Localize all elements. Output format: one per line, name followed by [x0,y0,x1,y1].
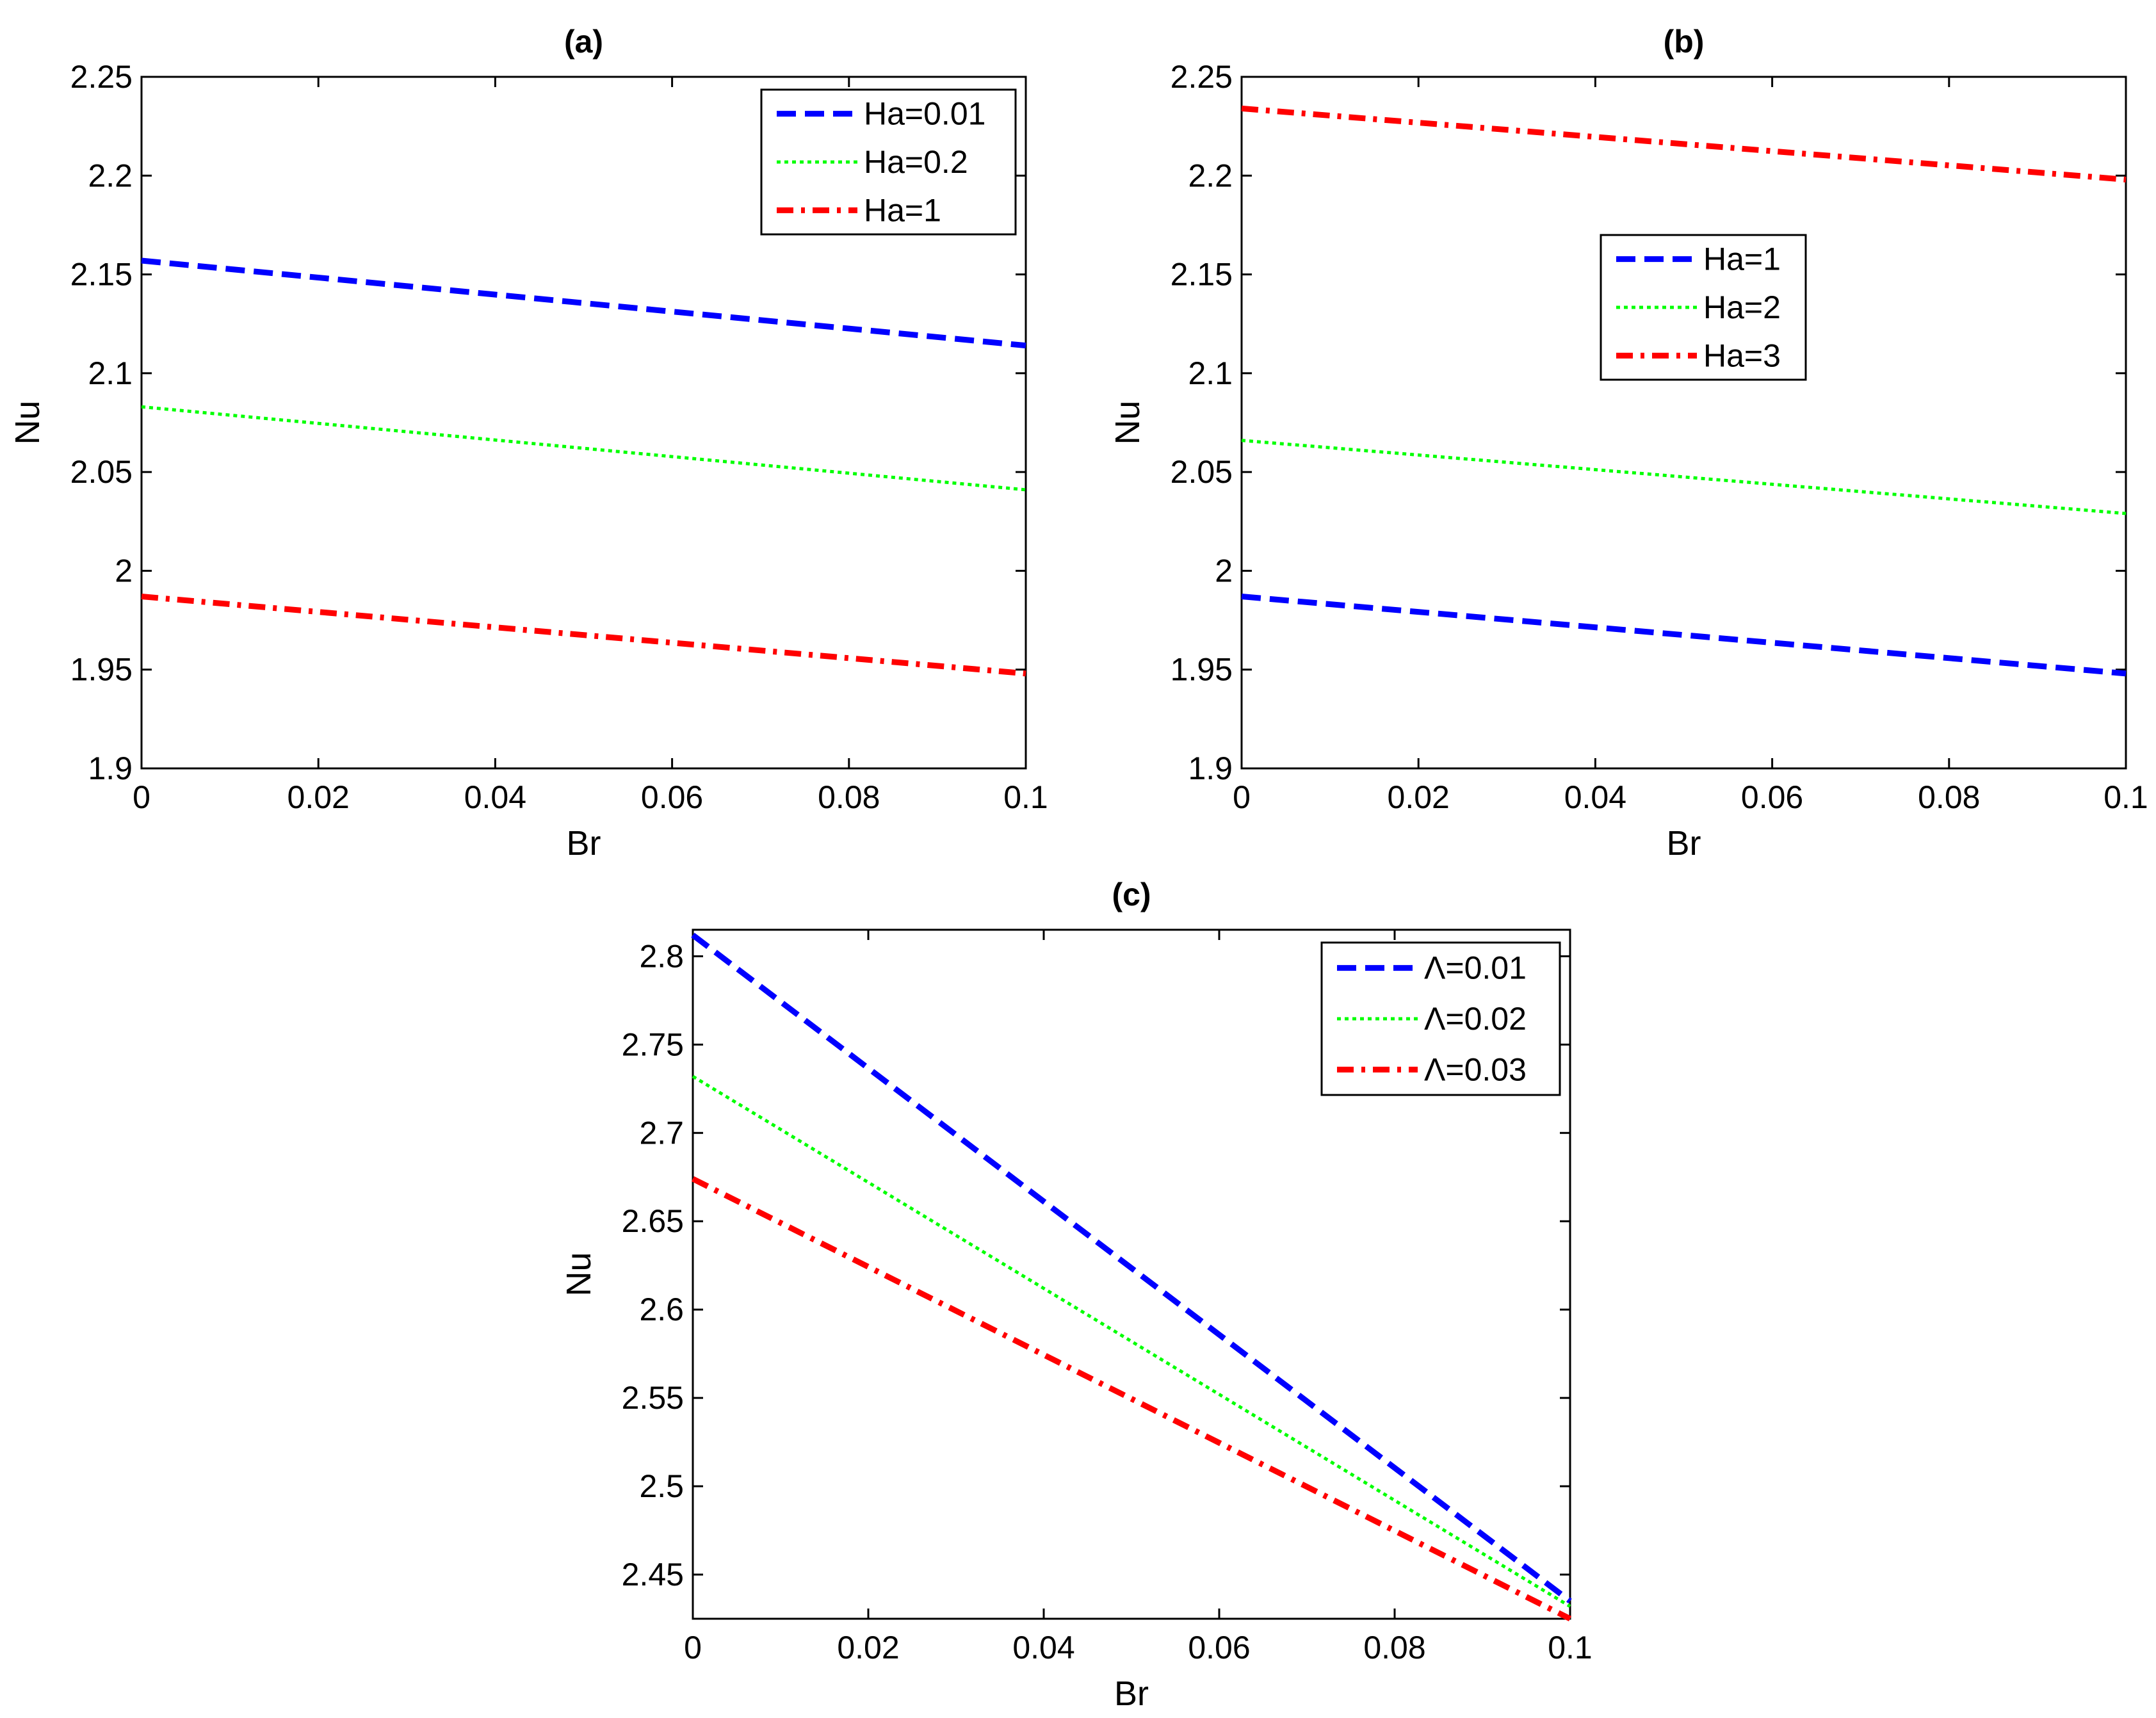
legend-label: Ha=0.01 [864,96,985,132]
y-tick-label: 2.7 [639,1115,684,1151]
x-tick-label: 0 [684,1630,702,1665]
chart-title: (b) [1664,24,1705,60]
y-tick-label: 1.9 [1188,750,1233,786]
y-tick-label: 2.45 [622,1557,684,1592]
legend-label: Ha=0.2 [864,144,968,180]
legend-label: Λ=0.02 [1424,1001,1527,1037]
x-tick-label: 0.08 [1363,1630,1425,1665]
y-axis-label: Nu [8,400,47,444]
series-line [691,1176,1572,1622]
x-tick-label: 0.06 [1188,1630,1250,1665]
y-axis-label: Nu [560,1252,598,1296]
series-line [1241,594,2127,677]
y-tick-label: 2.65 [622,1203,684,1239]
y-tick-label: 1.95 [70,652,133,688]
y-tick-label: 2.55 [622,1380,684,1416]
series-line [141,257,1026,349]
series-line [692,1074,1571,1608]
series-line [141,594,1026,677]
x-tick-label: 0.1 [2103,779,2148,815]
y-tick-label: 2.75 [622,1026,684,1062]
y-tick-label: 2.05 [70,454,133,490]
x-tick-label: 0.06 [641,779,703,815]
legend-label: Ha=3 [1703,337,1781,373]
chart-title: (c) [1112,877,1151,912]
x-tick-label: 0.02 [288,779,350,815]
legend-label: Ha=2 [1703,289,1781,325]
x-tick-label: 0.06 [1741,779,1803,815]
y-tick-label: 2.1 [88,355,133,391]
y-tick-label: 2.8 [639,938,684,974]
series-line [141,405,1026,492]
y-tick-label: 2.1 [1188,355,1233,391]
y-tick-label: 2.2 [1188,158,1233,193]
legend-label: Λ=0.01 [1424,950,1527,986]
y-tick-label: 2.5 [639,1468,684,1504]
chart-2: (c) 0 0.02 0.04 0.06 0.08 0.1 2.45 2.5 2.55 2.6 2.6… [560,877,1593,1713]
y-axis-label: Nu [1108,400,1147,444]
x-tick-label: 0.04 [464,779,526,815]
plot-area [1240,76,2127,770]
y-tick-label: 2.25 [70,59,133,95]
legend-label: Ha=1 [1703,241,1781,277]
x-axis-label: Br [1114,1674,1149,1713]
x-tick-label: 0.1 [1548,1630,1593,1665]
y-tick-label: 2.2 [88,158,133,193]
y-tick-label: 1.9 [88,750,133,786]
x-tick-label: 0.02 [837,1630,899,1665]
x-tick-label: 0.08 [1918,779,1980,815]
x-tick-label: 0 [133,779,150,815]
legend-box [760,88,1017,236]
x-tick-label: 0.08 [818,779,880,815]
chart-1: (b) 0 0.02 0.04 0.06 0.08 0.1 1.9 1.95 2 2.05 2.1 2.… [1108,24,2148,863]
chart-0: (a) 0 0.02 0.04 0.06 0.08 0.1 1.9 1.95 2 2.05 2.1 2.… [8,24,1048,863]
y-tick-label: 1.95 [1171,652,1233,688]
series-line [1241,439,2127,515]
y-tick-label: 2.15 [70,257,133,293]
series-line [691,932,1572,1603]
y-tick-label: 2.25 [1171,59,1233,95]
x-tick-label: 0 [1233,779,1251,815]
series-line [1241,105,2127,182]
y-tick-label: 2 [1215,553,1233,588]
y-tick-label: 2.05 [1171,454,1233,490]
x-tick-label: 0.04 [1564,779,1626,815]
legend-label: Ha=1 [864,192,941,228]
x-tick-label: 0.02 [1388,779,1450,815]
y-tick-label: 2.15 [1171,257,1233,293]
y-tick-label: 2 [115,553,133,588]
legend-label: Λ=0.03 [1424,1051,1527,1087]
x-tick-label: 0.04 [1012,1630,1074,1665]
y-tick-label: 2.6 [639,1292,684,1327]
x-axis-label: Br [1667,824,1701,863]
chart-title: (a) [564,24,603,60]
x-tick-label: 0.1 [1003,779,1048,815]
x-axis-label: Br [567,824,601,863]
